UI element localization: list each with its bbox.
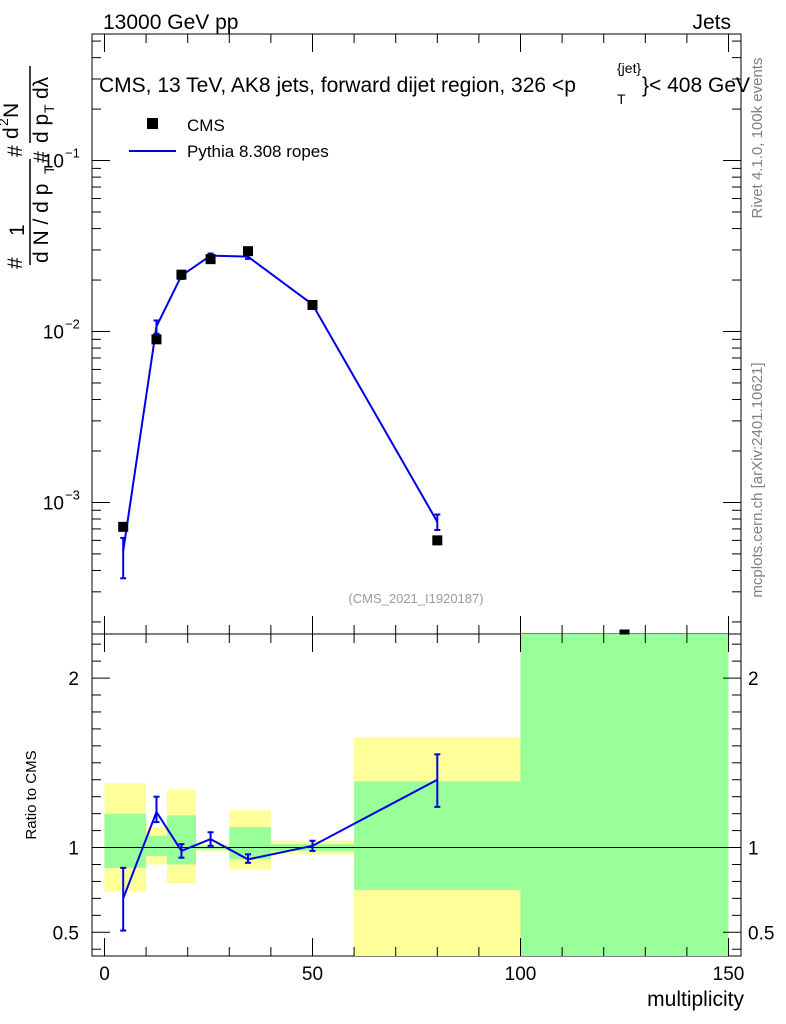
cms-point-2 (176, 269, 187, 280)
ratio-ytick-label-right-1: 1 (748, 839, 759, 860)
main-ytick-label-1: 10 (43, 323, 64, 344)
ratio-ytick-label-left-1: 1 (68, 839, 79, 860)
cms-point-3 (205, 254, 216, 265)
x-tick-label-0: 0 (99, 964, 110, 985)
cms-point-6 (432, 535, 443, 546)
ylabel-sup-2: 2 (0, 118, 11, 126)
main-ytick-exponent-0: −1 (65, 146, 80, 161)
main-ytick-label-0: 10 (43, 152, 64, 173)
ratio-band-green-7 (520, 634, 729, 956)
cms-point-1 (151, 334, 162, 345)
ylabel-hash-1: # (4, 257, 27, 269)
x-tick-label-3: 150 (713, 964, 745, 985)
ylabel-d-pt: d p (30, 114, 53, 143)
ratio-y-axis-label: Ratio to CMS (23, 750, 40, 839)
ylabel-n: N (0, 103, 23, 118)
ylabel-d: d (0, 127, 23, 139)
main-ytick-exponent-1: −2 (65, 317, 80, 332)
ylabel-dlambda: dλ (30, 76, 53, 99)
ratio-ytick-label-right-0: 0.5 (748, 923, 774, 944)
x-tick-label-2: 100 (505, 964, 537, 985)
main-ytick-label-2: 10 (43, 493, 64, 514)
main-ytick-exponent-2: −3 (65, 487, 80, 502)
x-tick-label-1: 50 (302, 964, 323, 985)
cms-point-4 (243, 246, 254, 257)
pythia-line (122, 254, 439, 552)
rivet-version-label: Rivet 4.1.0, 100k events (749, 58, 766, 219)
ratio-ytick-label-left-0: 0.5 (53, 923, 79, 944)
ylabel-sub-t1: T (41, 165, 57, 174)
header-right: Jets (692, 11, 731, 34)
ratio-band-green-1 (146, 835, 167, 857)
ylabel-hash-3: # (30, 151, 53, 163)
ylabel-dn-dpt: d N / d p (30, 184, 53, 263)
title-superscript: {jet} (617, 60, 641, 76)
x-axis-label: multiplicity (647, 988, 744, 1011)
ratio-ytick-label-left-2: 2 (68, 669, 79, 690)
cms-point-7 (619, 629, 630, 635)
cms-point-0 (118, 521, 129, 532)
header-left: 13000 GeV pp (103, 11, 238, 34)
ratio-ytick-label-right-2: 2 (748, 669, 759, 690)
main-y-axis-label: # 1 d N / d p T # d 2 N # d p T dλ (0, 66, 57, 269)
ylabel-sub-t2: T (41, 104, 57, 113)
legend-pythia-label: Pythia 8.308 ropes (187, 142, 329, 161)
legend-cms-marker (147, 118, 158, 129)
ylabel-hash-2: # (4, 145, 27, 157)
mcplots-source-label: mcplots.cern.ch [arXiv:2401.10621] (749, 362, 766, 597)
ylabel-one: 1 (6, 224, 29, 236)
analysis-watermark: (CMS_2021_I1920187) (348, 591, 483, 606)
legend-cms-label: CMS (187, 116, 225, 135)
main-axis-ticks: 10−110−210−3 (43, 34, 741, 634)
title-tail: }< 408 GeV (642, 74, 750, 97)
cms-point-5 (307, 299, 318, 310)
title-subscript: T (617, 91, 626, 107)
ratio-band-green-0 (104, 813, 147, 868)
ratio-uncertainty-bands (104, 634, 729, 956)
title-text: CMS, 13 TeV, AK8 jets, forward dijet reg… (99, 74, 576, 97)
legend: CMS Pythia 8.308 ropes (129, 116, 329, 161)
chart-title: CMS, 13 TeV, AK8 jets, forward dijet reg… (99, 60, 750, 107)
